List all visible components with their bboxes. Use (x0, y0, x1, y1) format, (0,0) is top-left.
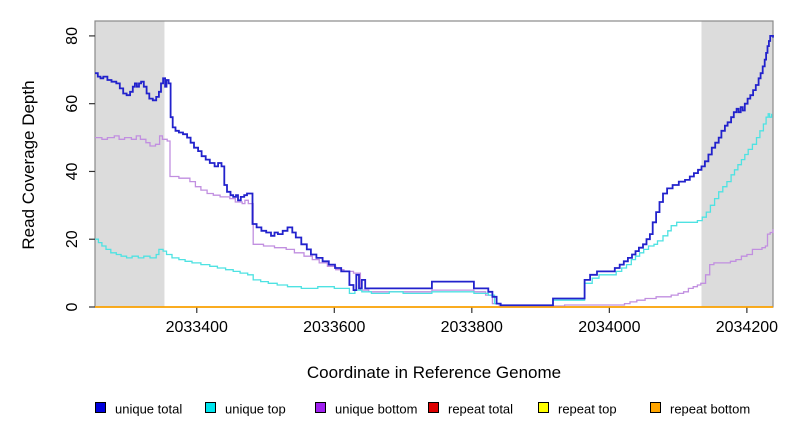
legend-swatch-icon (95, 402, 106, 414)
legend-label: unique bottom (335, 401, 418, 417)
legend-label: repeat total (448, 401, 514, 417)
legend-swatch-icon (315, 402, 326, 414)
y-axis-tick-label: 80 (64, 27, 81, 45)
repeat-region-shading (95, 21, 165, 307)
x-axis-tick-label: 2033400 (166, 319, 228, 336)
legend-item-unique-total: unique total (95, 400, 182, 416)
plot-box (94, 20, 774, 308)
legend-swatch-icon (428, 402, 439, 414)
legend-item-unique-bottom: unique bottom (315, 400, 417, 416)
series-line-unique-bottom (95, 135, 774, 307)
legend-label: repeat top (558, 401, 617, 417)
series-line-unique-total (95, 35, 774, 307)
legend-swatch-icon (650, 402, 661, 414)
x-axis-tick-label: 2033600 (303, 319, 365, 336)
legend-swatch-icon (205, 402, 216, 414)
x-axis-title: Coordinate in Reference Genome (306, 363, 562, 382)
legend-label: unique total (115, 401, 183, 417)
x-axis-tick-label: 2033800 (441, 319, 503, 336)
legend-item-repeat-total: repeat total (428, 400, 513, 416)
x-axis-tick-label: 2034200 (716, 319, 778, 336)
x-axis-tick-label: 2034000 (578, 319, 640, 336)
series-line-unique-top (95, 113, 773, 306)
y-axis-tick-label: 20 (64, 230, 81, 248)
legend: unique total unique top unique bottom repea… (0, 400, 792, 420)
y-axis-tick-label: 40 (64, 162, 81, 180)
y-axis-tick-label: 60 (64, 95, 81, 113)
legend-label: unique top (225, 401, 286, 417)
legend-item-unique-top: unique top (205, 400, 286, 416)
y-axis-tick-label: 0 (64, 302, 81, 311)
legend-swatch-icon (538, 402, 549, 414)
y-axis-title: Read Coverage Depth (19, 80, 38, 250)
legend-label: repeat bottom (670, 401, 751, 417)
legend-item-repeat-top: repeat top (538, 400, 617, 416)
legend-item-repeat-bottom: repeat bottom (650, 400, 750, 416)
